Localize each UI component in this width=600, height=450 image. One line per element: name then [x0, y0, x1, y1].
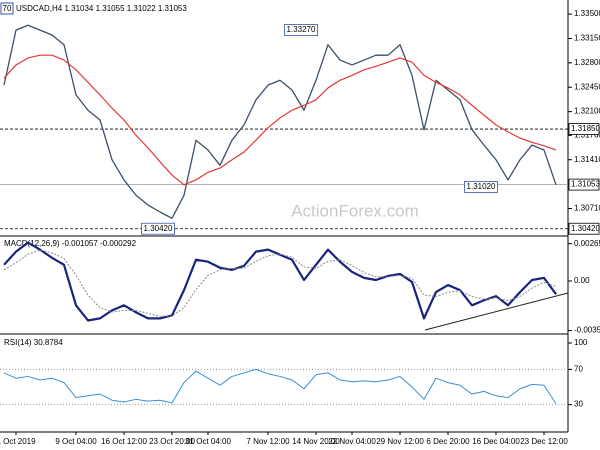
- level-label-box: [568, 123, 600, 135]
- level-label: 1.31850: [571, 124, 600, 133]
- macd-trendline: [424, 292, 569, 331]
- x-tick-label: 7 Nov 12:00: [246, 437, 290, 446]
- level-label: 1.30420: [571, 224, 600, 233]
- x-tick-label: 29 Nov 12:00: [376, 437, 424, 446]
- annotation-box: [284, 24, 318, 36]
- x-tick-label: 16 Oct 12:00: [101, 437, 147, 446]
- series-line: [3, 54, 557, 186]
- annotation-label: 1.31020: [467, 182, 496, 191]
- series-line: [3, 368, 557, 404]
- y-tick-label: 1.32100: [574, 107, 600, 116]
- y-tick-label: 1.33150: [574, 34, 600, 43]
- annotation-label: 1.33270: [287, 25, 316, 34]
- x-tick-label: 1 Oct 2019: [0, 437, 36, 446]
- x-tick-label: 16 Dec 04:00: [472, 437, 520, 446]
- price-title: USDCAD,H4 1.31034 1.31055 1.31022 1.3105…: [16, 4, 187, 13]
- x-tick-label: 31 Oct 04:00: [185, 437, 231, 446]
- x-tick-label: 6 Dec 20:00: [426, 437, 470, 446]
- annotation-label: 1.30420: [144, 224, 173, 233]
- y-tick-label: 1.32450: [574, 82, 600, 91]
- level-label: 1.31053: [571, 180, 600, 189]
- x-tick-label: 23 Oct 20:00: [149, 437, 195, 446]
- y-tick-label: 0.002652: [574, 239, 600, 248]
- annotation-box: [464, 181, 498, 193]
- y-tick-label: 1.33500: [574, 9, 600, 18]
- watermark: ActionForex.com: [291, 201, 419, 220]
- y-tick-label: 1.31410: [574, 155, 600, 164]
- x-tick-label: 23 Dec 12:00: [520, 437, 568, 446]
- y-tick-label: 0.00: [574, 276, 590, 285]
- macd-title: MACD(12,26,9) -0.001057 -0.000292: [4, 239, 137, 248]
- y-tick-label: 70: [574, 365, 583, 374]
- x-tick-label: 14 Nov 20:00: [292, 437, 340, 446]
- level-label-box: [568, 178, 600, 191]
- level-label-box: [568, 222, 600, 235]
- y-tick-label: -0.003526: [574, 326, 600, 335]
- annotation-box: [141, 222, 175, 235]
- rsi-title: RSI(14) 30.8784: [4, 338, 63, 347]
- x-tick-label: 22 Nov 04:00: [328, 437, 376, 446]
- corner-label: 70: [3, 4, 12, 13]
- x-tick-label: 9 Oct 04:00: [55, 437, 97, 446]
- series-line: [3, 249, 557, 317]
- series-line: [3, 24, 557, 219]
- corner-box: [0, 2, 14, 15]
- y-tick-label: 100: [574, 338, 588, 347]
- y-tick-label: 1.32800: [574, 58, 600, 67]
- y-tick-label: 1.30710: [574, 204, 600, 213]
- y-tick-label: 30: [574, 400, 583, 409]
